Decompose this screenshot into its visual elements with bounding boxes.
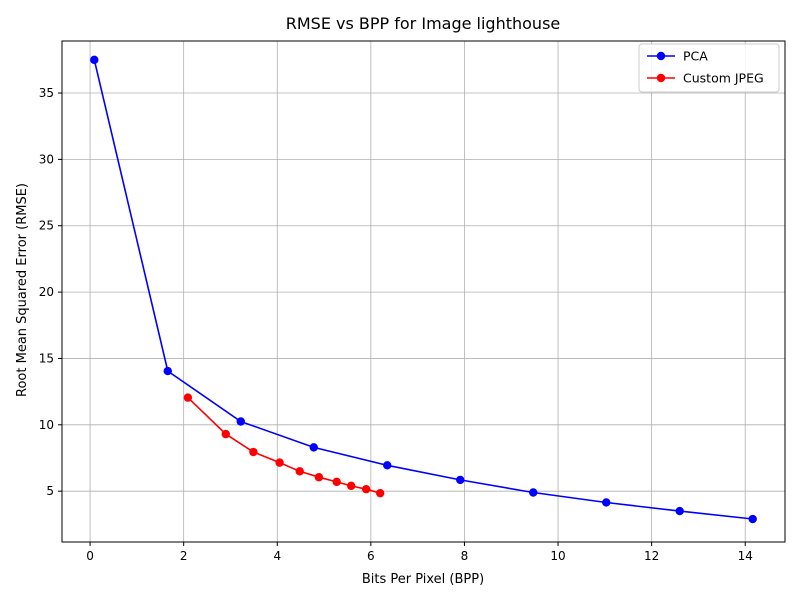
data-point: [529, 488, 538, 497]
x-tick-label: 8: [461, 549, 469, 563]
y-axis-label: Root Mean Squared Error (RMSE): [15, 183, 30, 397]
x-axis-label: Bits Per Pixel (BPP): [362, 572, 484, 587]
data-point: [675, 506, 684, 516]
data-point: [383, 461, 392, 470]
data-point: [275, 458, 284, 467]
x-tick-label: 2: [180, 549, 188, 563]
legend-label: PCA: [683, 49, 708, 64]
data-point: [236, 417, 245, 426]
data-point: [376, 488, 385, 498]
y-tick-label: 15: [39, 351, 54, 365]
data-point: [295, 467, 304, 476]
legend-entry: Custom JPEG: [647, 71, 764, 86]
y-tick-label: 5: [46, 484, 54, 498]
legend-marker: [656, 73, 666, 83]
x-axis-ticks: 0 2 4 6 8 10 12 14: [86, 542, 753, 563]
data-point: [163, 366, 172, 376]
data-point: [602, 498, 611, 507]
data-point: [347, 481, 356, 491]
legend-marker: [656, 51, 666, 61]
data-point: [183, 393, 193, 402]
series-line: [93, 59, 753, 520]
x-tick-label: 0: [86, 549, 94, 563]
y-tick-label: 35: [39, 86, 54, 100]
x-tick-label: 14: [738, 549, 753, 563]
legend-entry: PCA: [647, 49, 708, 64]
x-tick-label: 12: [644, 549, 659, 563]
y-tick-label: 10: [39, 418, 54, 432]
series-custom-jpeg: [183, 393, 385, 498]
x-tick-label: 10: [550, 549, 565, 563]
x-tick-label: 6: [367, 549, 375, 563]
data-point: [90, 55, 99, 65]
legend: PCA Custom JPEG: [638, 43, 780, 93]
series-line: [187, 397, 381, 494]
data-point: [456, 475, 465, 485]
data-point: [221, 429, 230, 439]
legend-label: Custom JPEG: [683, 71, 764, 86]
grid-lines: [62, 41, 785, 542]
x-tick-label: 4: [273, 549, 281, 563]
plot-area-frame: [61, 40, 786, 543]
data-point: [309, 443, 318, 452]
y-tick-label: 20: [39, 285, 54, 299]
data-point: [748, 514, 757, 524]
y-tick-label: 30: [39, 152, 54, 166]
data-point: [249, 447, 258, 457]
series-pca: [90, 55, 757, 524]
y-axis-ticks: 5 10 15 20 25 30 35: [39, 86, 62, 498]
data-point: [332, 477, 341, 487]
data-point: [314, 473, 324, 482]
data-point: [361, 484, 371, 494]
chart-title: RMSE vs BPP for Image lighthouse: [286, 14, 561, 33]
y-tick-label: 25: [39, 219, 54, 233]
series-layer: [90, 55, 757, 524]
